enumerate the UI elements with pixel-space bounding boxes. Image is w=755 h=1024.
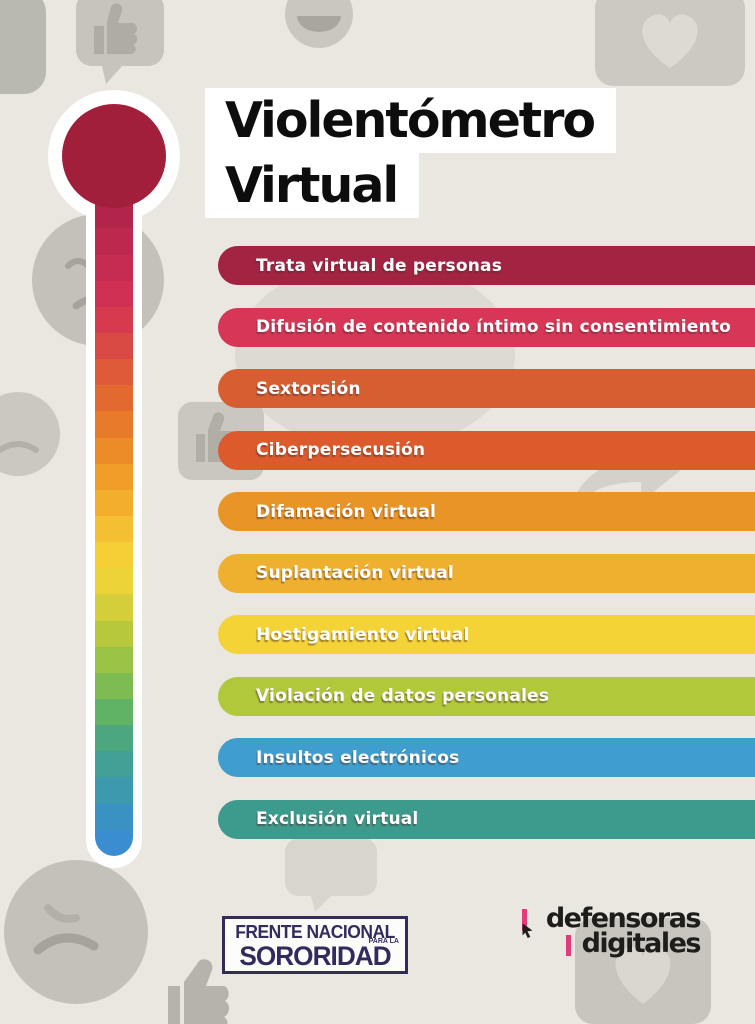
frente-logo-line-3: SORORIDAD (239, 941, 391, 971)
sad-face-icon (4, 860, 148, 1004)
thumbs-up-bubble-icon (76, 0, 164, 84)
thumbs-up-icon (168, 959, 229, 1024)
defensoras-digitales-logo: defensoras digitales (520, 903, 702, 959)
frente-logo-line-2: PARA LA (368, 938, 399, 945)
crying-face-icon (32, 214, 164, 346)
bar-label: Difamación virtual (256, 501, 437, 522)
violence-bar-ciberpersecusion: Ciberpersecusión (218, 430, 755, 470)
pink-accent-stem (566, 935, 571, 956)
violence-bar-hostigamiento-virtual: Hostigamiento virtual (218, 615, 755, 654)
speech-bubble-icon (285, 838, 377, 912)
angry-face-icon (0, 392, 60, 476)
bar-label: Difusión de contenido íntimo sin consent… (256, 317, 732, 337)
bar-label: Insultos electrónicos (256, 747, 460, 768)
page-title: Violentómetro Virtual (205, 88, 617, 218)
defensoras-logo-line-2: digitales (581, 928, 702, 959)
bar-label: Exclusión virtual (256, 809, 419, 829)
violence-bar-violacion-datos: Violación de datos personales (218, 676, 755, 716)
violence-bar-suplantacion-virtual: Suplantación virtual (218, 553, 755, 593)
title-line-2: Virtual (205, 153, 420, 218)
bar-label: Hostigamiento virtual (256, 624, 470, 645)
violence-bar-insultos-electronicos: Insultos electrónicos (218, 738, 755, 777)
violence-bar-difusion-contenido-intimo: Difusión de contenido íntimo sin consent… (218, 307, 755, 347)
violence-bar-exclusion-virtual: Exclusión virtual (218, 799, 755, 839)
cursor-hand-icon (522, 923, 533, 939)
bar-label: Trata virtual de personas (256, 255, 503, 276)
bar-label: Suplantación virtual (256, 563, 454, 583)
violence-bar-difamacion-virtual: Difamación virtual (218, 492, 755, 531)
defensoras-logo-line-1: defensoras (545, 903, 702, 934)
blob-icon (0, 0, 46, 94)
heart-card-icon (575, 918, 711, 1024)
pink-accent-stem (522, 909, 527, 931)
violence-bar-sextorsion: Sextorsión (218, 369, 755, 408)
title-line-1: Violentómetro (205, 88, 617, 153)
heart-card-icon (595, 0, 745, 86)
bar-label: Sextorsión (256, 378, 361, 399)
violence-bar-trata-virtual: Trata virtual de personas (218, 246, 755, 285)
bar-label: Ciberpersecusión (256, 440, 426, 460)
frente-logo-line-1: FRENTE NACIONAL (235, 922, 395, 942)
bar-label: Violación de datos personales (256, 686, 550, 706)
laughing-face-icon (285, 0, 353, 48)
frente-nacional-sororidad-logo: FRENTE NACIONAL PARA LA SORORIDAD (222, 916, 408, 974)
violence-scale: Trata virtual de personas Difusión de co… (218, 246, 755, 861)
